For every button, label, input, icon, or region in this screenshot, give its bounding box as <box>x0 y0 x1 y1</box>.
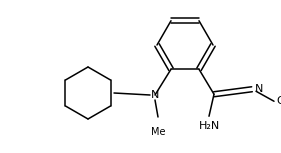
Text: N: N <box>255 84 263 94</box>
Text: Me: Me <box>151 127 165 137</box>
Text: OH: OH <box>276 96 281 106</box>
Text: N: N <box>151 90 159 100</box>
Text: H₂N: H₂N <box>198 121 220 131</box>
